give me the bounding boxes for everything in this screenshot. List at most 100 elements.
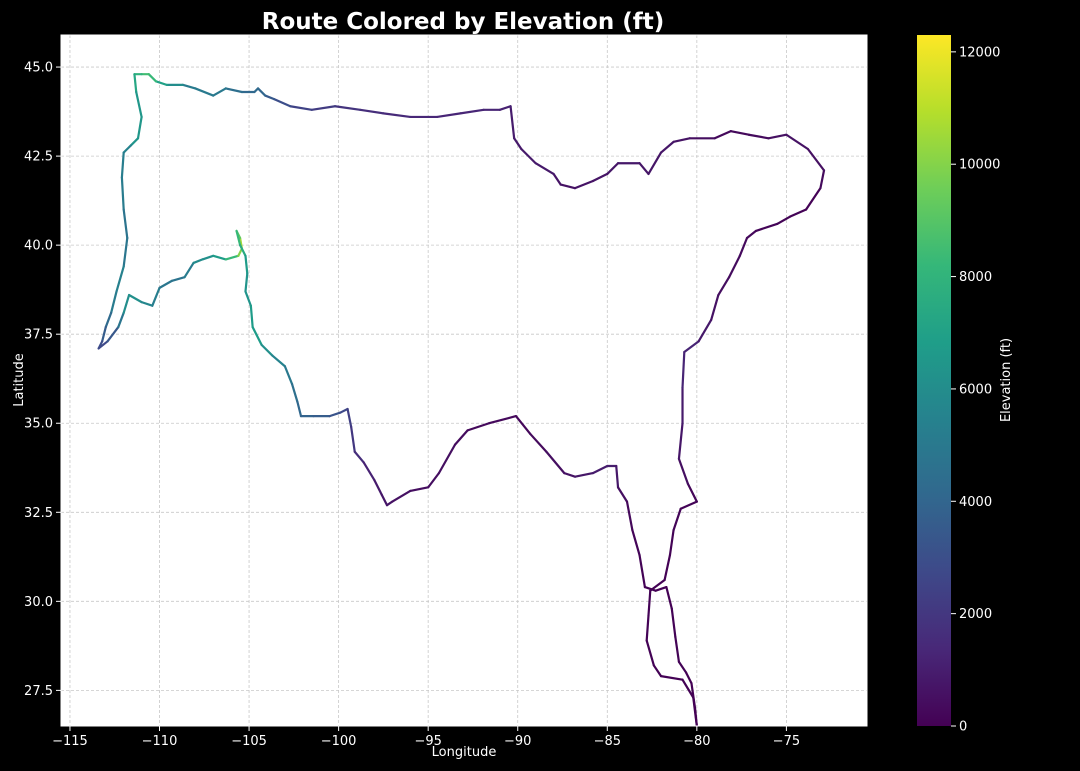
colorbar-label: Elevation (ft) [999, 338, 1014, 422]
route-segment [645, 639, 655, 667]
route-segment [437, 443, 457, 475]
route-segment [788, 208, 808, 218]
route-segment [654, 585, 668, 592]
route-segment [181, 83, 197, 90]
colorbar-tick-label: 4000 [959, 495, 992, 510]
route-segment [710, 293, 720, 322]
route-segment [645, 614, 650, 642]
route-segment [615, 464, 620, 489]
route-segment [244, 254, 249, 275]
route-segment [251, 325, 263, 346]
x-tick-label: −95 [414, 734, 441, 749]
route-segment [201, 254, 215, 261]
route-segment [382, 112, 412, 119]
route-segment [616, 486, 629, 503]
route-segment [649, 578, 666, 592]
route-segment [672, 137, 691, 143]
route-segment [520, 147, 537, 165]
x-tick-label: −75 [773, 734, 800, 749]
colorbar-tick-label: 12000 [959, 45, 1000, 60]
route-segment [681, 678, 695, 699]
route-segment [273, 98, 292, 108]
route-segment [362, 461, 376, 482]
route-segment [409, 486, 430, 493]
route-segment [380, 493, 389, 507]
route-segment [346, 407, 353, 428]
route-segment [115, 265, 125, 293]
route-segment [509, 105, 516, 140]
y-tick-label: 37.5 [24, 328, 53, 343]
route-segment [638, 162, 650, 176]
route-segment [106, 325, 120, 343]
route-segment [127, 293, 143, 304]
route-segment [122, 293, 131, 314]
route-segment [359, 108, 385, 115]
route-segment [692, 696, 698, 728]
route-segment [170, 276, 186, 282]
route-segment [391, 489, 412, 503]
y-tick-label: 45.0 [24, 61, 53, 76]
route-segment [659, 140, 675, 154]
route-segment [670, 607, 677, 639]
route-segment [513, 137, 523, 151]
colorbar-tick-label: 0 [959, 720, 967, 735]
plot-frame [60, 34, 868, 727]
route-segment [110, 290, 118, 314]
plot-area [61, 35, 867, 726]
route-segment [244, 272, 249, 293]
route-segment [120, 176, 125, 211]
x-tick-label: −80 [683, 734, 710, 749]
route-segment [373, 479, 383, 496]
route-segment [453, 429, 469, 446]
route-segment [606, 162, 620, 176]
route-segment [333, 105, 362, 111]
x-tick-label: −105 [231, 734, 267, 749]
x-tick-label: −85 [594, 734, 621, 749]
route-segment [212, 254, 227, 261]
route-segment [212, 87, 227, 97]
route-segment [534, 162, 555, 176]
route-segment [683, 340, 700, 354]
y-tick-label: 27.5 [24, 684, 53, 699]
route-segment [244, 290, 252, 307]
route-segment [136, 115, 143, 140]
route-segment [104, 311, 113, 329]
y-axis: 27.5 30.0 32.5 35.0 37.5 40.0 42.5 45.0 [24, 61, 61, 699]
y-axis-label: Latitude [12, 353, 27, 407]
route-segment [97, 340, 109, 350]
route-segment [260, 343, 274, 357]
route-segment [631, 528, 641, 557]
x-tick-label: −110 [142, 734, 178, 749]
route-segment [122, 144, 132, 154]
route-line [97, 73, 826, 728]
x-tick-label: −115 [52, 734, 88, 749]
route-segment [290, 382, 299, 403]
route-segment [350, 425, 356, 453]
route-segment [353, 450, 365, 464]
colorbar-tick-label: 10000 [959, 158, 1000, 173]
y-tick-label: 30.0 [24, 595, 53, 610]
route-segment [310, 105, 337, 111]
route-segment [271, 354, 286, 368]
route-segment [563, 472, 577, 478]
route-segment [591, 172, 609, 183]
route-segment [686, 482, 698, 503]
route-segment [819, 169, 826, 190]
route-segment [805, 187, 822, 211]
route-segment [183, 261, 195, 279]
route-segment [738, 236, 749, 257]
route-segment [224, 87, 244, 94]
route-segment [638, 553, 647, 589]
route-segment [767, 133, 788, 140]
x-axis: −115 −110 −105 −100 −95 −90 −85 −80 −75 [52, 726, 800, 749]
route-segment [785, 133, 809, 151]
route-segment [151, 286, 161, 307]
route-segment [776, 215, 792, 225]
route-segment [192, 258, 204, 265]
route-segment [652, 664, 663, 678]
y-tick-label: 42.5 [24, 150, 53, 165]
y-tick-label: 40.0 [24, 239, 53, 254]
route-segment [459, 108, 485, 115]
route-segment [647, 589, 652, 617]
